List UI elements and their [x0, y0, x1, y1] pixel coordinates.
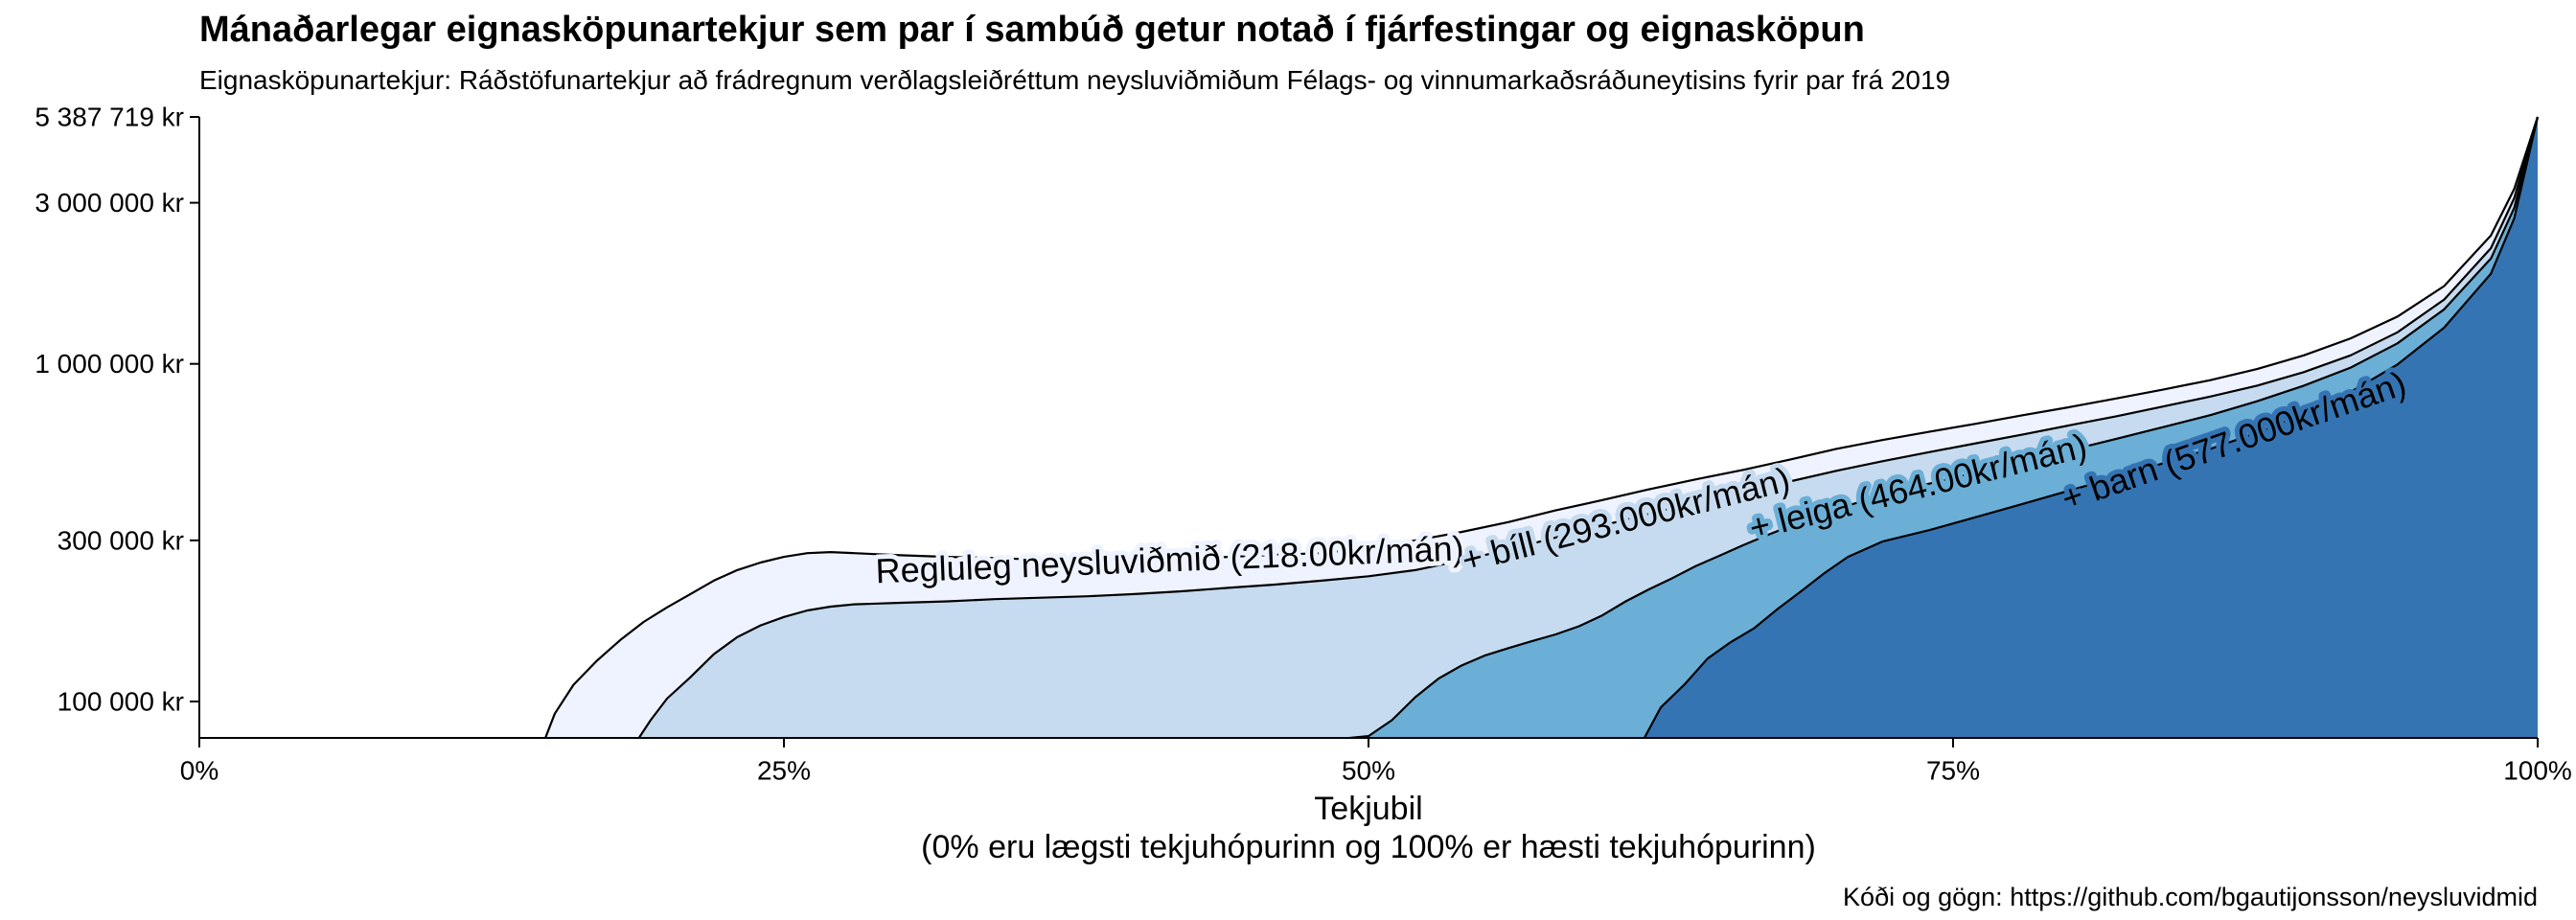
x-tick-label-0: 0% — [180, 756, 218, 786]
y-ticks: 100 000 kr 300 000 kr 1 000 000 kr 3 000 00… — [34, 103, 199, 716]
series-area-3 — [1644, 117, 2538, 738]
series-outline-0 — [544, 116, 2540, 739]
x-ticks: 0% 25% 50% 75% 100% — [180, 738, 2572, 786]
chart-title: Mánaðarlegar eignasköpunartekjur sem par… — [199, 10, 1865, 50]
y-tick-label-2: 1 000 000 kr — [34, 349, 184, 379]
x-tick-label-2: 50% — [1342, 756, 1395, 786]
area-outlines — [544, 116, 2540, 740]
x-tick-label-4: 100% — [2503, 756, 2572, 786]
area-layers — [545, 117, 2539, 738]
y-tick-label-4: 5 387 719 kr — [34, 103, 184, 132]
series-outline-3 — [1643, 116, 2540, 739]
y-tick-label-0: 100 000 kr — [58, 686, 184, 716]
x-tick-label-1: 25% — [757, 756, 811, 786]
series-outline-1 — [637, 116, 2540, 739]
y-tick-label-1: 300 000 kr — [58, 525, 184, 555]
source-caption: Kóði og gögn: https://github.com/bgautij… — [1843, 883, 2538, 911]
series-outline-2 — [1349, 116, 2540, 740]
x-tick-label-3: 75% — [1926, 756, 1980, 786]
chart-subtitle: Eignasköpunartekjur: Ráðstöfunartekjur a… — [199, 65, 1951, 95]
x-axis-note: (0% eru lægsti tekjuhópurinn og 100% er … — [921, 829, 1816, 865]
x-axis-label: Tekjubil — [1314, 791, 1422, 827]
y-tick-label-3: 3 000 000 kr — [34, 188, 184, 218]
